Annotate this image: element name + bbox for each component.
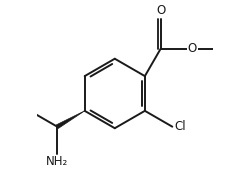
Text: Cl: Cl (174, 120, 186, 133)
Polygon shape (56, 111, 85, 129)
Text: NH₂: NH₂ (46, 155, 68, 168)
Text: O: O (156, 4, 165, 17)
Text: O: O (188, 42, 197, 55)
